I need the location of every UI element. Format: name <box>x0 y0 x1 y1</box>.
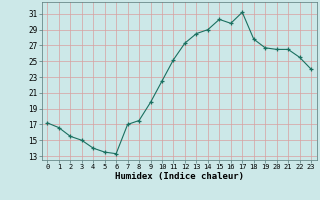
X-axis label: Humidex (Indice chaleur): Humidex (Indice chaleur) <box>115 172 244 181</box>
